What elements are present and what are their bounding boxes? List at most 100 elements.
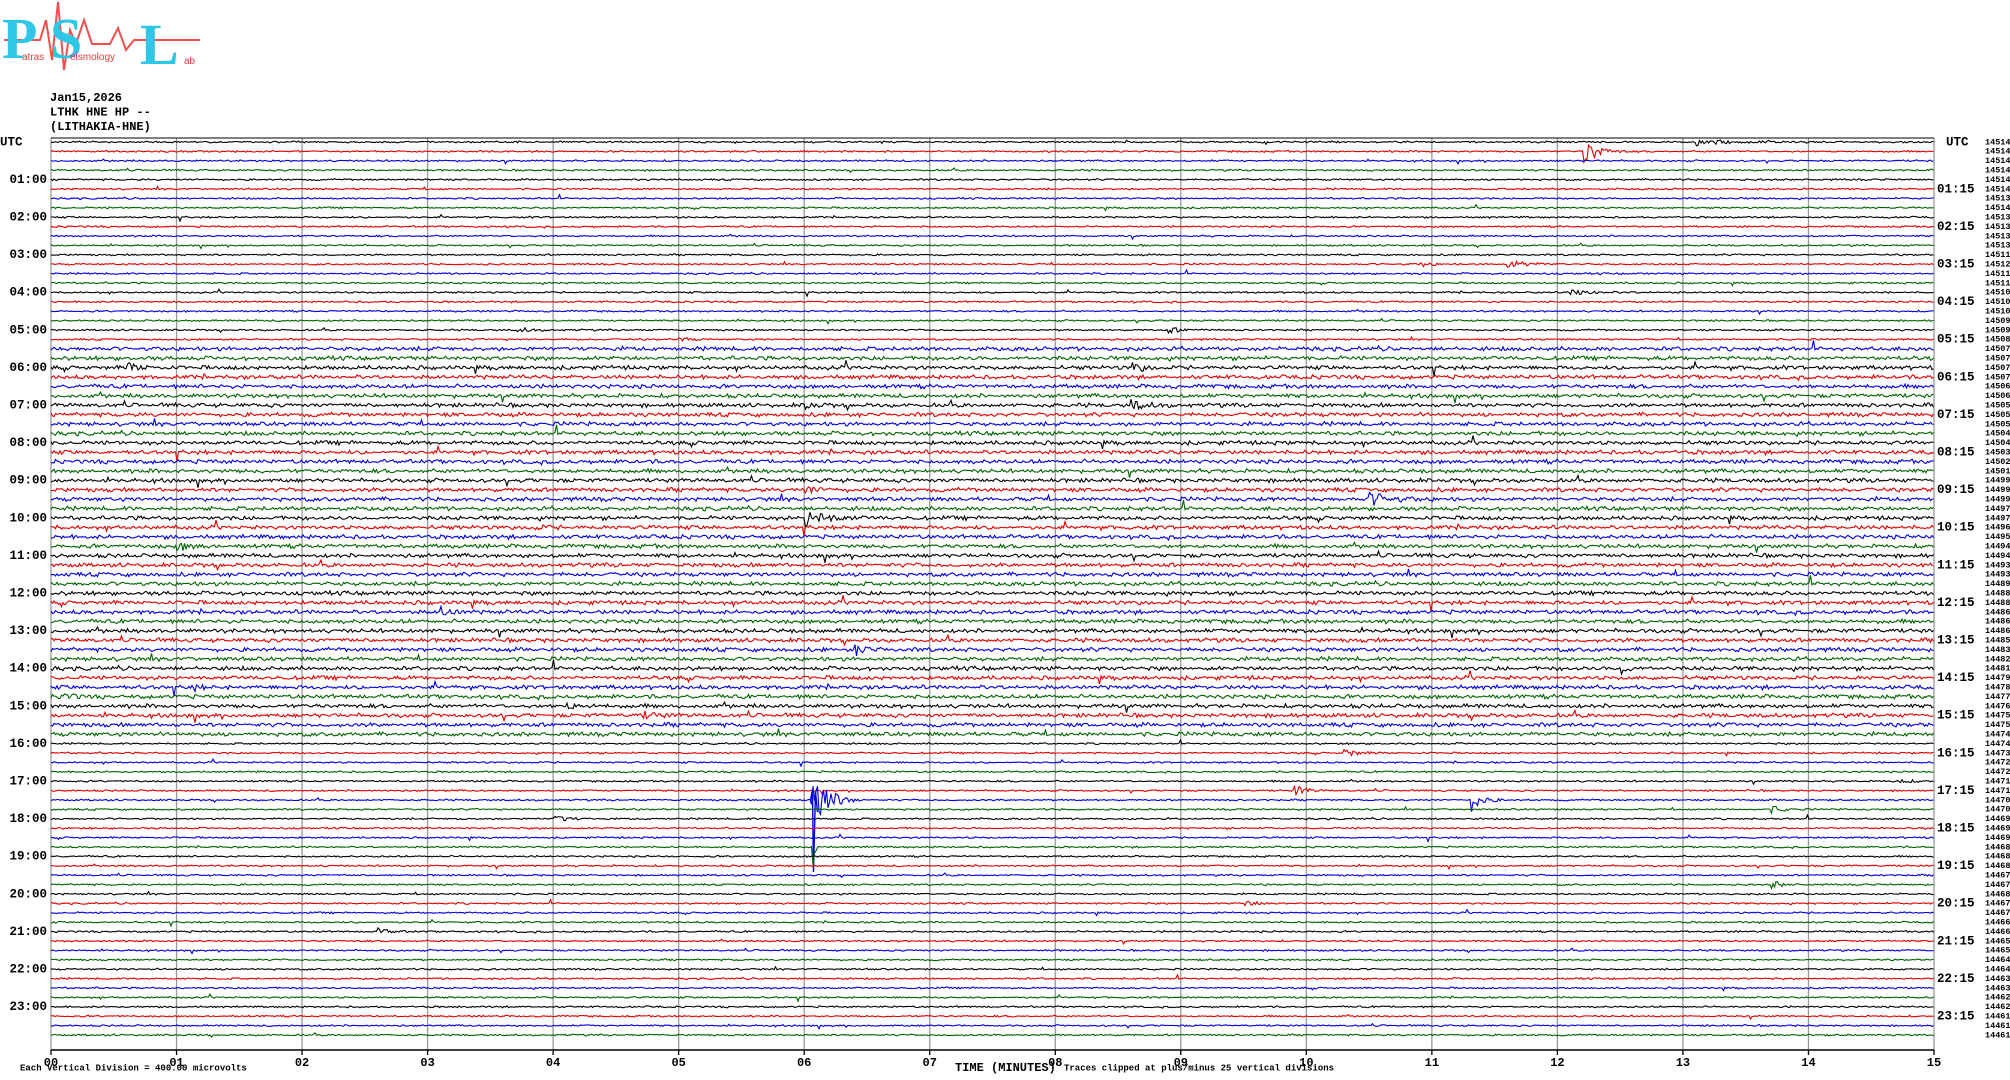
- clip-note: Traces clipped at plus/minus 25 vertical…: [1064, 1063, 1334, 1073]
- trace: [51, 738, 1934, 746]
- trace: [51, 233, 1934, 241]
- trace: [50, 519, 1934, 537]
- row-value: 14511: [1985, 269, 2010, 279]
- row-value: 14514: [1985, 156, 2010, 166]
- row-value: 14462: [1985, 1002, 2010, 1012]
- hour-label: 08:00: [9, 436, 47, 450]
- trace: [50, 308, 1934, 316]
- row-value: 14510: [1985, 288, 2010, 298]
- hour-label: 11:00: [9, 549, 47, 563]
- trace: [50, 617, 1934, 625]
- x-tick-label: 07: [923, 1056, 937, 1070]
- row-value: 14514: [1985, 203, 2010, 213]
- trace: [50, 721, 1934, 729]
- row-value: 14502: [1985, 457, 2010, 467]
- header-station: LTHK HNE HP --: [50, 106, 151, 120]
- row-value: 14504: [1985, 438, 2010, 448]
- hour-label: 17:00: [9, 774, 47, 788]
- x-tick-label: 09: [1174, 1056, 1188, 1070]
- hour-label-right: 07:15: [1937, 408, 1975, 422]
- hour-label-right: 10:15: [1937, 521, 1975, 535]
- trace: [50, 693, 1934, 701]
- trace: [50, 575, 1934, 588]
- hour-label: 09:00: [9, 474, 47, 488]
- trace: [50, 340, 1934, 353]
- trace: [50, 300, 1934, 304]
- row-value: 14507: [1985, 363, 2010, 373]
- x-tick-label: 13: [1676, 1056, 1690, 1070]
- hour-label-right: 16:15: [1937, 746, 1975, 760]
- row-value: 14509: [1985, 325, 2010, 335]
- hour-label-right: 11:15: [1937, 558, 1975, 572]
- trace: [50, 652, 1934, 663]
- hour-label-right: 06:15: [1937, 370, 1975, 384]
- row-value: 14511: [1985, 278, 2010, 288]
- logo-letter: S: [50, 6, 82, 71]
- trace: [50, 872, 1934, 879]
- trace: [50, 158, 1934, 166]
- row-value: 14496: [1985, 523, 2010, 533]
- hour-label-right: 04:15: [1937, 295, 1975, 309]
- trace: [51, 253, 1934, 257]
- trace: [50, 335, 1934, 343]
- row-value: 14474: [1985, 739, 2010, 749]
- trace: [50, 281, 1934, 287]
- hour-label-right: 17:15: [1937, 784, 1975, 798]
- trace: [50, 844, 1934, 866]
- hour-label: 03:00: [9, 248, 47, 262]
- trace: [50, 359, 1934, 377]
- logo-letter: L: [140, 12, 179, 77]
- trace: [50, 644, 1934, 656]
- trace: [50, 898, 1934, 907]
- row-value: 14467: [1985, 880, 2010, 890]
- trace: [50, 1022, 1934, 1030]
- trace: [50, 854, 1934, 859]
- row-value: 14503: [1985, 447, 2010, 457]
- trace: [50, 382, 1934, 390]
- trace: [50, 594, 1934, 612]
- hour-label-right: 23:15: [1937, 1009, 1975, 1023]
- row-value: 14478: [1985, 682, 2010, 692]
- row-value: 14488: [1985, 598, 2010, 608]
- trace: [50, 317, 1934, 325]
- trace: [50, 499, 1934, 513]
- row-value: 14505: [1985, 410, 2010, 420]
- row-value: 14507: [1985, 372, 2010, 382]
- row-value: 14513: [1985, 222, 2010, 232]
- trace: [50, 833, 1934, 843]
- hour-label-right: 02:15: [1937, 220, 1975, 234]
- trace: [50, 708, 1934, 723]
- row-value: 14513: [1985, 212, 2010, 222]
- row-value: 14471: [1985, 776, 2010, 786]
- row-value: 14483: [1985, 645, 2010, 655]
- trace: [51, 728, 1934, 738]
- trace: [50, 813, 1934, 822]
- row-value: 14513: [1985, 231, 2010, 241]
- trace: [50, 1013, 1934, 1021]
- x-axis-title: TIME (MINUTES): [955, 1061, 1056, 1075]
- row-value: 14501: [1985, 466, 2010, 476]
- row-value: 14508: [1985, 335, 2010, 345]
- row-value: 14507: [1985, 344, 2010, 354]
- trace: [50, 938, 1934, 946]
- trace: [50, 435, 1934, 450]
- row-value: 14475: [1985, 720, 2010, 730]
- hour-label-right: 18:15: [1937, 821, 1975, 835]
- x-tick-label: 12: [1550, 1056, 1564, 1070]
- trace: [50, 778, 1934, 786]
- row-value: 14481: [1985, 664, 2010, 674]
- hour-label-right: 01:15: [1937, 182, 1975, 196]
- row-value: 14463: [1985, 974, 2010, 984]
- trace: [50, 213, 1934, 223]
- x-tick-label: 11: [1425, 1056, 1439, 1070]
- trace: [50, 958, 1934, 962]
- trace: [50, 625, 1934, 639]
- row-value: 14488: [1985, 588, 2010, 598]
- trace: [50, 679, 1934, 696]
- trace: [50, 390, 1934, 404]
- trace: [50, 805, 1934, 816]
- trace: [50, 993, 1934, 1003]
- row-value: 14464: [1985, 964, 2010, 974]
- row-value: 14512: [1985, 259, 2010, 269]
